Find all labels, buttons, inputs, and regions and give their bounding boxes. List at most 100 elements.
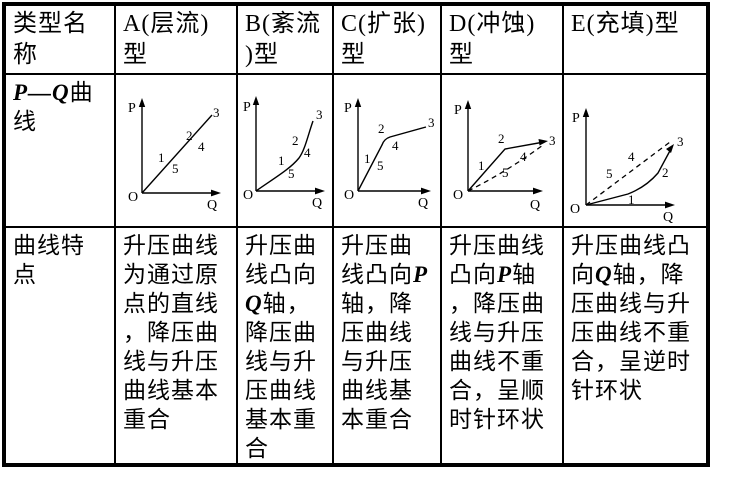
origin-label: O bbox=[344, 188, 355, 203]
p-axis-arrow-icon bbox=[464, 100, 472, 109]
feature-d: 升压曲线 凸向P轴 ，降压曲 线与升压 曲线不重 合，呈顺 时针环状 bbox=[440, 226, 564, 466]
feature-b-text-post: 轴， 降压曲 线与升 压曲线 基本重 合 bbox=[245, 291, 317, 461]
q-axis-label: Q bbox=[312, 196, 323, 211]
chart-cell-d: P O Q 1 2 3 4 5 bbox=[440, 73, 564, 228]
feature-d-text-pre: 升压曲线 凸向 bbox=[449, 233, 545, 287]
feature-d-axis-letter: P bbox=[497, 262, 513, 287]
point-label-1: 1 bbox=[278, 153, 286, 168]
origin-label: O bbox=[243, 188, 254, 203]
header-type-b: B(紊流 )型 bbox=[236, 3, 334, 75]
p-axis-arrow-icon bbox=[252, 96, 260, 105]
header-type-e-label: E(充填)型 bbox=[571, 11, 680, 37]
header-type-c: C(扩张) 型 bbox=[332, 3, 442, 75]
header-type-e: E(充填)型 bbox=[562, 3, 709, 75]
point-label-3: 3 bbox=[213, 105, 221, 120]
p-axis-arrow-icon bbox=[138, 98, 146, 107]
feature-c-text-post: 轴，降 压曲线 与升压 曲线基 本重合 bbox=[341, 291, 413, 432]
header-type-c-label: C(扩张) 型 bbox=[341, 11, 426, 68]
point-label-2: 2 bbox=[292, 133, 300, 148]
feature-e-text-post: 轴，降 压曲线与升 压曲线不重 合，呈逆时 针环状 bbox=[571, 262, 691, 403]
p-axis-arrow-icon bbox=[582, 108, 590, 117]
feature-a: 升压曲线 为通过原 点的直线 ，降压曲 线与升压 曲线基本 重合 bbox=[114, 226, 238, 466]
point-label-1: 1 bbox=[628, 192, 636, 207]
pq-chart-d-erosion: P O Q 1 2 3 4 5 bbox=[453, 100, 557, 213]
point-label-5: 5 bbox=[606, 166, 614, 181]
point-label-2: 2 bbox=[378, 121, 386, 136]
feature-c-axis-letter: P bbox=[413, 262, 429, 287]
q-axis-arrow-icon bbox=[533, 187, 543, 195]
point-label-2: 2 bbox=[498, 131, 506, 146]
point-label-4: 4 bbox=[304, 145, 312, 160]
q-axis-arrow-icon bbox=[665, 201, 675, 209]
q-axis-label: Q bbox=[663, 210, 674, 225]
header-type-b-label: B(紊流 )型 bbox=[245, 11, 321, 68]
feature-b: 升压曲 线凸向 Q轴， 降压曲 线与升 压曲线 基本重 合 bbox=[236, 226, 334, 466]
q-axis-arrow-icon bbox=[315, 187, 325, 195]
header-type-d-label: D(冲蚀) 型 bbox=[449, 11, 536, 68]
pq-chart-e-filling: P O Q 1 2 3 4 5 bbox=[570, 108, 685, 225]
ascending-curve bbox=[357, 126, 427, 192]
row-label-pq-curve: P—Q曲 线 bbox=[3, 73, 116, 228]
feature-b-text-pre: 升压曲 线凸向 bbox=[245, 233, 317, 287]
ascending-curve bbox=[255, 120, 314, 192]
pq-label-latin: P—Q bbox=[13, 80, 70, 105]
point-label-3: 3 bbox=[549, 133, 557, 148]
features-row: 曲线特 点 升压曲线 为通过原 点的直线 ，降压曲 线与升压 曲线基本 重合 升… bbox=[3, 226, 709, 466]
pq-chart-b-turbulent: P O Q 1 5 2 4 3 bbox=[243, 96, 325, 211]
point-label-4: 4 bbox=[628, 149, 636, 164]
ascending-curve bbox=[467, 141, 545, 192]
header-type-a: A(层流)型 bbox=[114, 3, 238, 75]
curve-arrow-icon bbox=[666, 144, 674, 153]
chart-cell-e: P O Q 1 2 3 4 5 bbox=[562, 73, 709, 228]
point-label-2: 2 bbox=[186, 128, 194, 143]
feature-e-text-pre: 升压曲线凸 向 bbox=[571, 233, 691, 287]
feature-c: 升压曲 线凸向P 轴，降 压曲线 与升压 曲线基 本重合 bbox=[332, 226, 442, 466]
feature-b-axis-letter: Q bbox=[245, 291, 263, 316]
p-axis-arrow-icon bbox=[354, 98, 362, 107]
header-type-name-label: 类型名 称 bbox=[13, 11, 88, 68]
document-page: 类型名 称 A(层流)型 B(紊流 )型 C(扩张) 型 D(冲蚀) 型 E(充… bbox=[2, 2, 710, 467]
point-label-5: 5 bbox=[172, 161, 180, 176]
point-label-1: 1 bbox=[158, 150, 166, 165]
feature-e-axis-letter: Q bbox=[595, 262, 613, 287]
pq-chart-a-laminar: P O Q 1 5 2 4 3 bbox=[128, 98, 221, 213]
features-label: 曲线特 点 bbox=[13, 233, 85, 287]
header-type-a-label: A(层流)型 bbox=[123, 11, 210, 68]
point-label-4: 4 bbox=[198, 139, 206, 154]
point-label-3: 3 bbox=[428, 115, 436, 130]
header-type-d: D(冲蚀) 型 bbox=[440, 3, 564, 75]
feature-d-text-post: 轴 ，降压曲 线与升压 曲线不重 合，呈顺 时针环状 bbox=[449, 262, 545, 432]
feature-e: 升压曲线凸 向Q轴，降 压曲线与升 压曲线不重 合，呈逆时 针环状 bbox=[562, 226, 709, 466]
chart-cell-b: P O Q 1 5 2 4 3 bbox=[236, 73, 334, 228]
p-axis-label: P bbox=[243, 100, 252, 115]
point-label-4: 4 bbox=[392, 138, 400, 153]
point-label-5: 5 bbox=[502, 165, 510, 180]
p-axis-label: P bbox=[454, 103, 463, 118]
origin-label: O bbox=[128, 190, 139, 205]
p-axis-label: P bbox=[128, 101, 137, 116]
origin-label: O bbox=[570, 202, 581, 217]
chart-cell-a: P O Q 1 5 2 4 3 bbox=[114, 73, 238, 228]
q-axis-arrow-icon bbox=[421, 187, 431, 195]
point-label-5: 5 bbox=[288, 166, 296, 181]
row-label-curve-features: 曲线特 点 bbox=[3, 226, 116, 466]
chart-cell-c: P O Q 1 5 2 4 3 bbox=[332, 73, 442, 228]
header-type-name: 类型名 称 bbox=[3, 3, 116, 75]
q-axis-label: Q bbox=[207, 198, 218, 213]
q-axis-arrow-icon bbox=[211, 189, 221, 197]
pq-label-cjk: 曲 线 bbox=[13, 80, 94, 134]
feature-c-text-pre: 升压曲 线凸向 bbox=[341, 233, 413, 287]
point-label-1: 1 bbox=[478, 158, 486, 173]
ascending-curve bbox=[585, 146, 673, 206]
point-label-3: 3 bbox=[677, 134, 685, 149]
point-label-5: 5 bbox=[377, 158, 385, 173]
p-axis-label: P bbox=[572, 111, 581, 126]
point-label-1: 1 bbox=[364, 151, 372, 166]
curve-arrow-icon bbox=[538, 139, 548, 146]
q-axis-label: Q bbox=[418, 196, 429, 211]
point-label-3: 3 bbox=[316, 107, 324, 122]
point-label-4: 4 bbox=[520, 149, 528, 164]
point-label-2: 2 bbox=[662, 165, 670, 180]
q-axis-label: Q bbox=[530, 198, 541, 213]
pq-chart-c-expansion: P O Q 1 5 2 4 3 bbox=[344, 98, 436, 211]
